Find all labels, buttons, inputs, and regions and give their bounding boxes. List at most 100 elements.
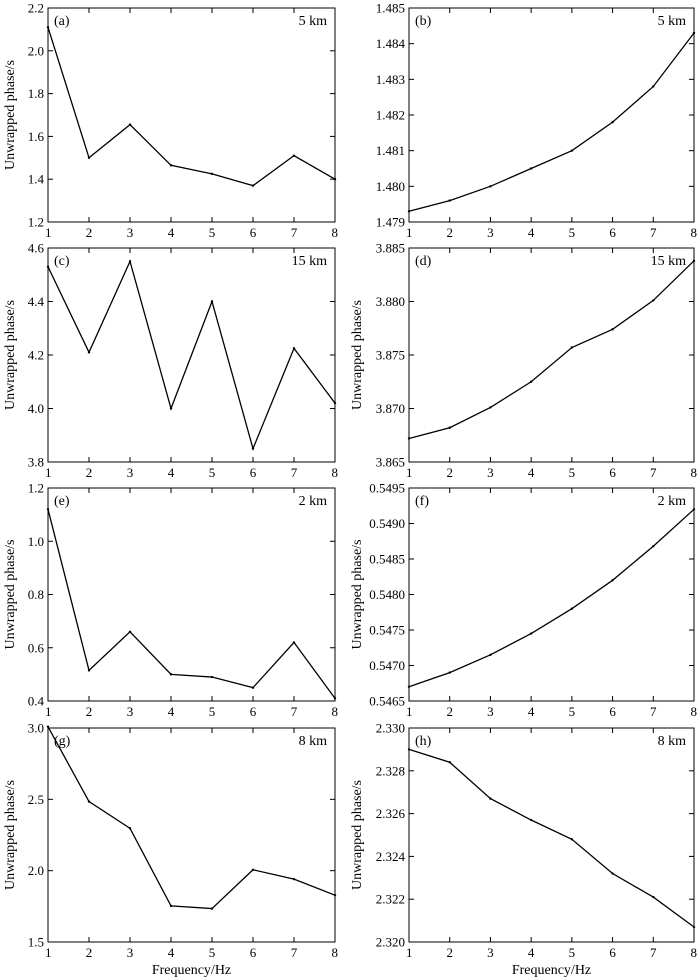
- x-tick-label-g-6: 7: [291, 945, 298, 960]
- distance-label-d: 15 km: [651, 254, 687, 269]
- y-tick-label-c-1: 4.0: [28, 401, 44, 416]
- y-tick-label-b-2: 1.481: [376, 143, 405, 158]
- data-point-e-4: [210, 675, 214, 679]
- y-tick-label-f-4: 0.5485: [369, 552, 405, 567]
- distance-label-f: 2 km: [658, 494, 687, 509]
- y-axis-label-a: Unwrapped phase/s: [3, 60, 18, 170]
- series-line-d: [408, 260, 695, 440]
- plot-frame-g: [47, 727, 336, 943]
- data-point-c-6: [292, 347, 296, 350]
- y-tick-label-a-1: 1.4: [28, 172, 45, 187]
- x-tick-label-e-5: 6: [250, 704, 257, 719]
- y-tick-label-d-1: 3.870: [376, 401, 405, 416]
- plot-frame-b: [408, 7, 695, 223]
- x-axis-label-h: Frequency/Hz: [512, 963, 591, 978]
- distance-label-c: 15 km: [292, 254, 328, 269]
- x-axis-label-g: Frequency/Hz: [152, 963, 231, 978]
- data-point-b-2: [489, 185, 492, 188]
- data-point-h-5: [611, 872, 614, 875]
- y-tick-label-h-4: 2.328: [376, 763, 405, 778]
- y-tick-label-a-0: 1.2: [28, 215, 44, 230]
- x-tick-label-g-4: 5: [209, 945, 216, 960]
- data-point-f-1: [448, 671, 451, 674]
- y-axis-label-d: Unwrapped phase/s: [350, 300, 365, 410]
- x-tick-label-h-5: 6: [609, 945, 616, 960]
- data-point-g-5: [251, 868, 255, 871]
- y-tick-label-b-4: 1.483: [376, 72, 405, 87]
- y-tick-label-d-3: 3.880: [376, 294, 405, 309]
- x-tick-label-f-7: 8: [691, 704, 698, 719]
- y-tick-label-d-4: 3.885: [376, 241, 405, 256]
- y-tick-label-g-1: 2.0: [28, 863, 44, 878]
- data-point-a-4: [210, 172, 214, 176]
- y-tick-label-b-5: 1.484: [376, 36, 406, 51]
- data-point-c-3: [169, 407, 173, 410]
- x-tick-label-e-4: 5: [209, 704, 216, 719]
- x-tick-label-e-3: 4: [168, 704, 175, 719]
- data-point-f-5: [611, 579, 614, 582]
- x-tick-label-d-1: 2: [446, 465, 453, 480]
- series-line-b: [408, 32, 695, 212]
- y-tick-label-e-2: 0.8: [28, 587, 44, 602]
- data-point-h-1: [448, 761, 451, 764]
- x-tick-label-b-0: 1: [406, 225, 413, 240]
- y-axis-label-c: Unwrapped phase/s: [3, 300, 18, 410]
- panel-label-c: (c): [54, 254, 70, 269]
- x-tick-label-c-7: 8: [332, 465, 339, 480]
- series-line-f: [408, 508, 695, 688]
- panel-label-b: (b): [415, 14, 432, 29]
- x-tick-label-d-5: 6: [609, 465, 616, 480]
- panel-label-h: (h): [415, 734, 432, 749]
- distance-label-h: 8 km: [658, 734, 687, 749]
- data-point-e-2: [128, 630, 132, 633]
- y-axis-label-h: Unwrapped phase/s: [350, 780, 365, 890]
- x-tick-label-b-1: 2: [446, 225, 453, 240]
- series-line-e: [47, 509, 336, 699]
- x-tick-label-f-4: 5: [569, 704, 576, 719]
- x-tick-label-f-5: 6: [609, 704, 616, 719]
- y-tick-label-f-0: 0.5465: [369, 694, 405, 709]
- data-point-b-4: [570, 149, 574, 152]
- x-tick-label-h-0: 1: [406, 945, 413, 960]
- data-point-g-4: [210, 907, 214, 910]
- y-tick-label-d-2: 3.875: [376, 348, 405, 363]
- x-tick-label-b-2: 3: [487, 225, 494, 240]
- data-point-d-6: [652, 299, 655, 302]
- data-point-d-5: [611, 328, 614, 331]
- x-tick-label-f-6: 7: [650, 704, 657, 719]
- x-tick-label-d-6: 7: [650, 465, 657, 480]
- data-point-f-4: [570, 607, 574, 610]
- x-tick-label-e-6: 7: [291, 704, 298, 719]
- x-tick-label-g-1: 2: [86, 945, 93, 960]
- y-tick-label-a-5: 2.2: [28, 1, 44, 16]
- plot-frame-f: [408, 487, 695, 702]
- y-tick-label-c-3: 4.4: [28, 294, 45, 309]
- x-tick-label-e-7: 8: [332, 704, 339, 719]
- panel-label-f: (f): [415, 494, 429, 509]
- x-tick-label-g-3: 4: [168, 945, 175, 960]
- data-point-a-1: [87, 156, 91, 159]
- data-point-h-2: [489, 797, 492, 800]
- x-tick-label-d-3: 4: [528, 465, 535, 480]
- x-tick-label-f-0: 1: [406, 704, 413, 719]
- y-tick-label-f-5: 0.5490: [369, 516, 405, 531]
- data-point-c-2: [128, 260, 132, 263]
- data-point-d-1: [448, 426, 451, 429]
- x-tick-label-a-6: 7: [291, 225, 298, 240]
- y-tick-label-h-1: 2.322: [376, 892, 405, 907]
- data-point-b-1: [448, 199, 451, 202]
- y-tick-label-f-6: 0.5495: [369, 481, 405, 496]
- x-tick-label-b-3: 4: [528, 225, 535, 240]
- data-point-e-0: [46, 508, 50, 511]
- x-tick-label-c-6: 7: [291, 465, 298, 480]
- data-point-d-4: [570, 346, 574, 349]
- data-point-g-6: [292, 877, 296, 881]
- x-tick-label-h-7: 8: [691, 945, 698, 960]
- data-point-h-6: [652, 895, 655, 899]
- data-point-f-7: [692, 508, 696, 511]
- x-tick-label-c-3: 4: [168, 465, 175, 480]
- data-point-b-0: [407, 210, 411, 213]
- data-point-g-3: [169, 904, 173, 908]
- data-point-d-3: [529, 380, 533, 383]
- y-axis-label-e: Unwrapped phase/s: [3, 539, 18, 649]
